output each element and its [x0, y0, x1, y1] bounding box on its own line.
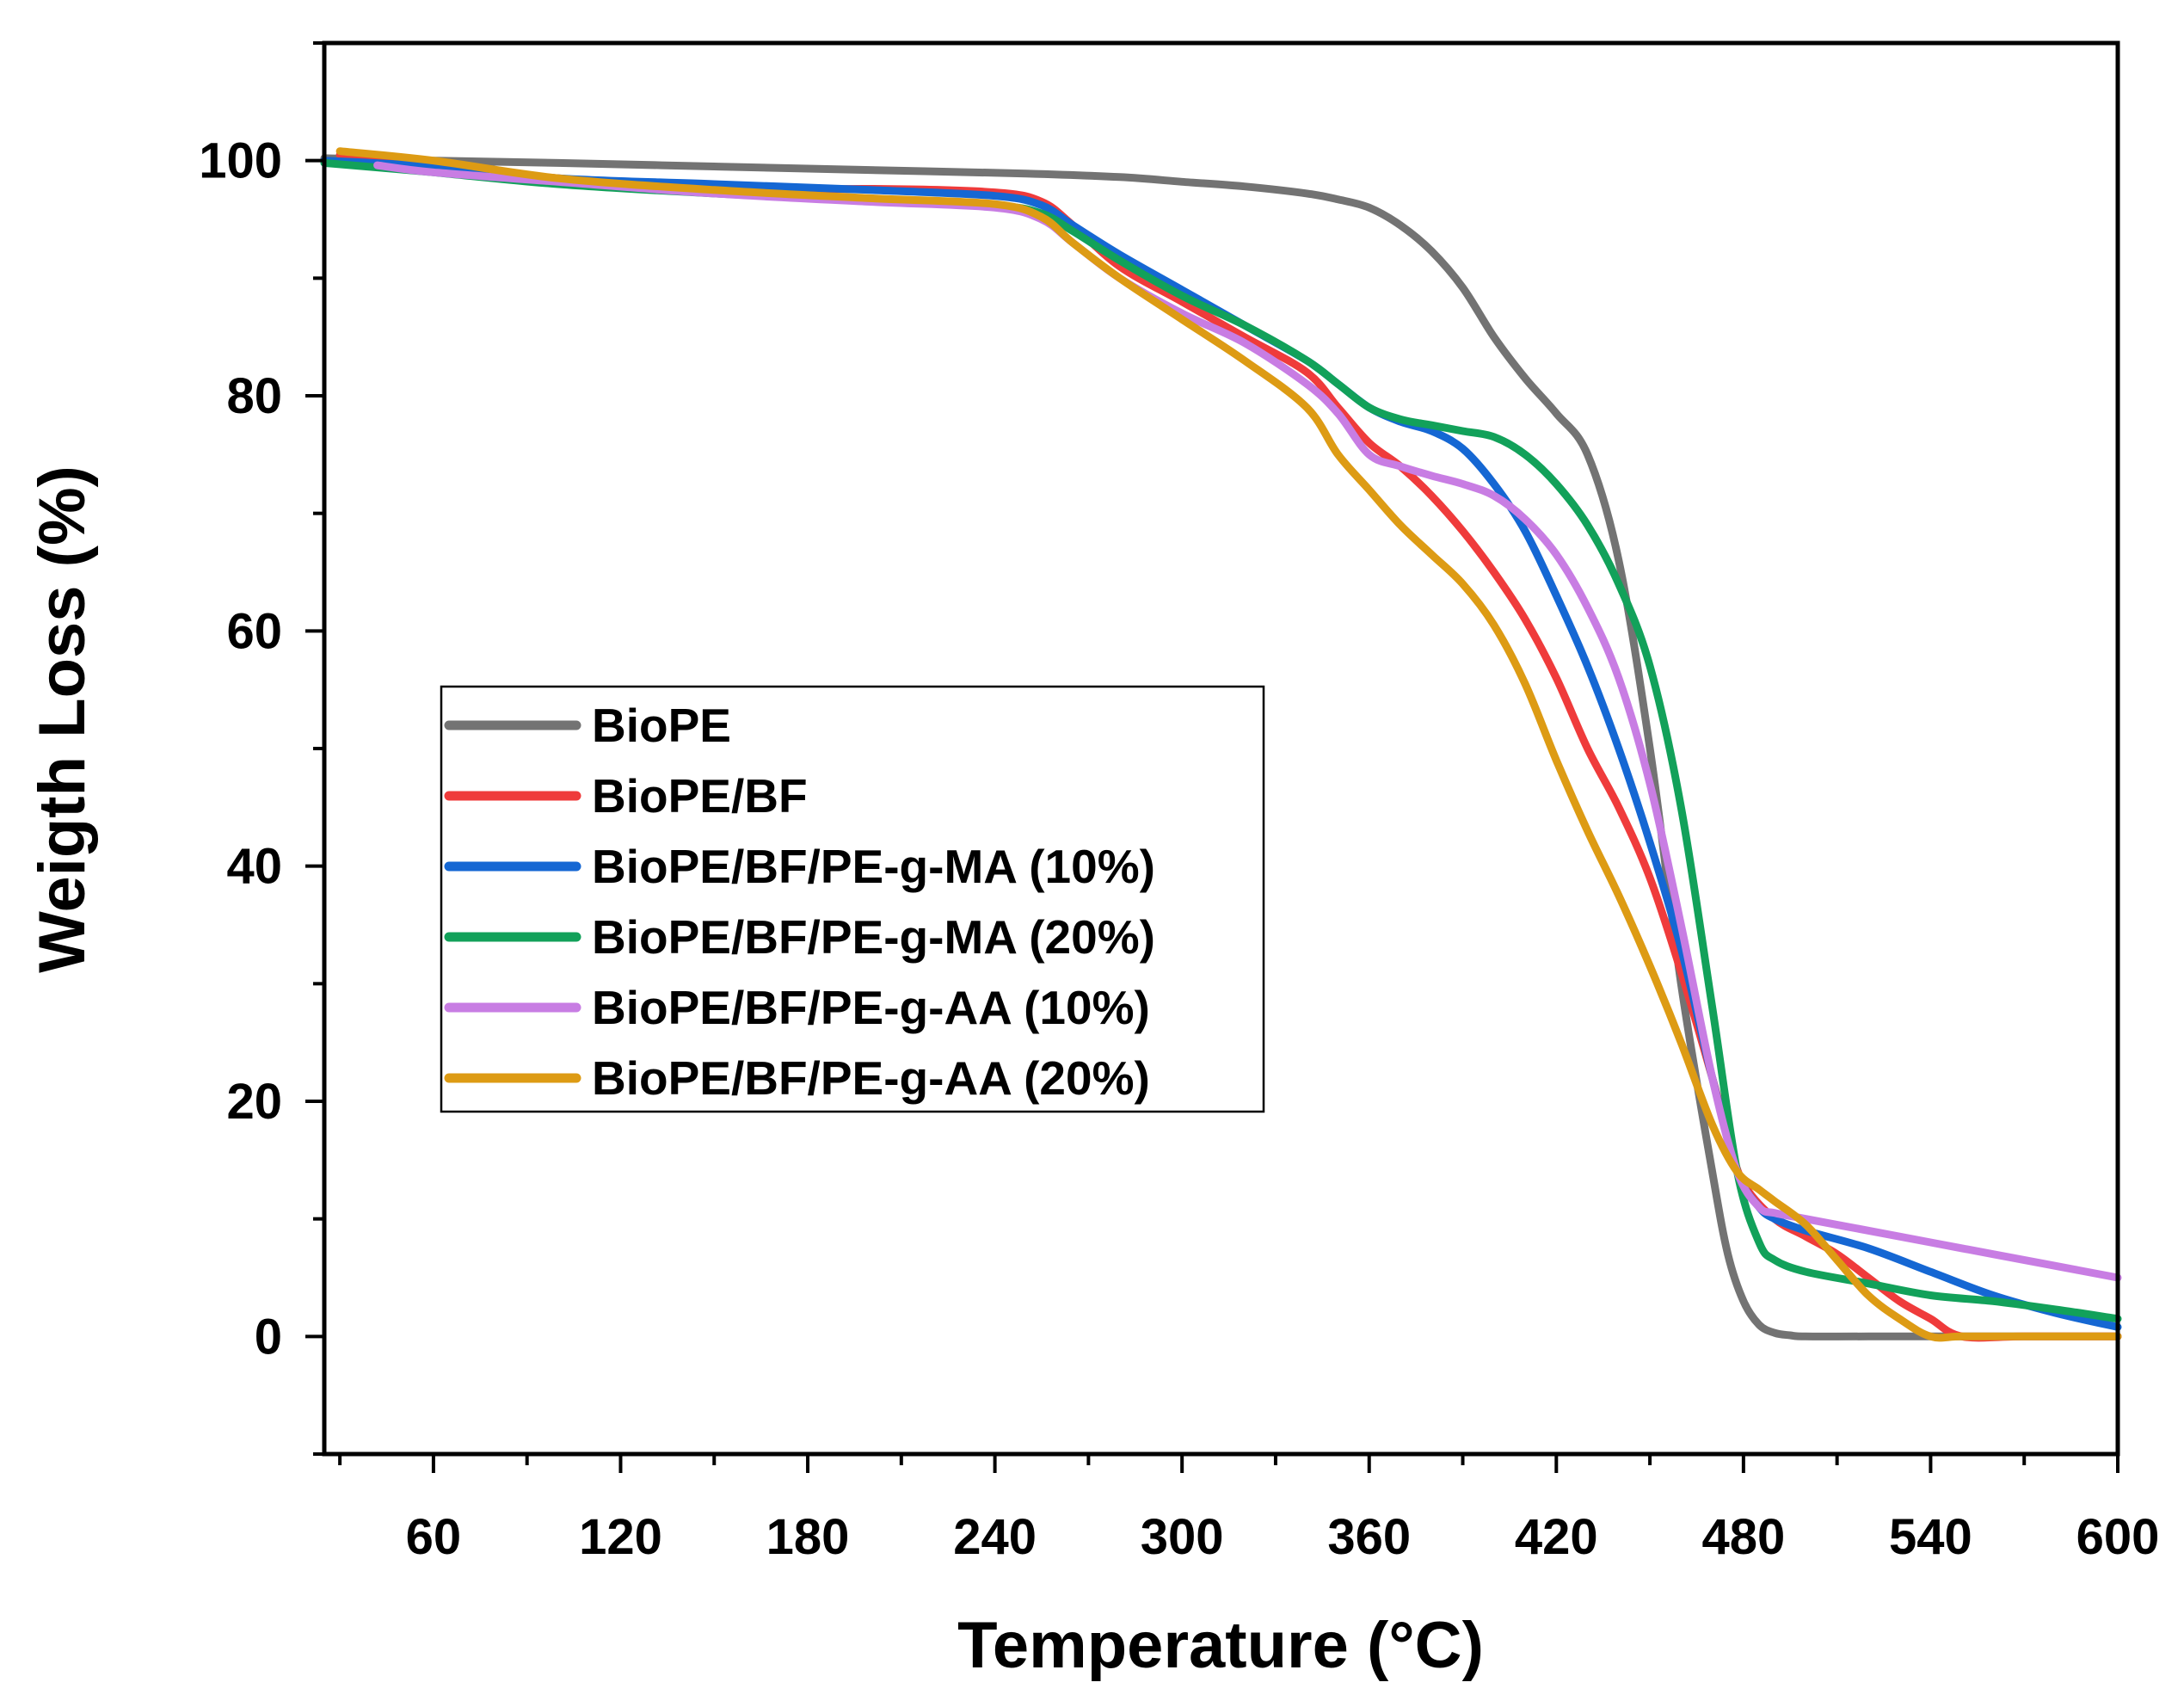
- x-axis-title: Temperature (°C): [957, 1609, 1484, 1682]
- y-tick-label: 0: [255, 1309, 282, 1365]
- legend-label-1: BioPE: [592, 699, 731, 752]
- axis-ticks: [305, 41, 2119, 1473]
- series-line-1: [320, 154, 2122, 1340]
- x-tick-label: 600: [2076, 1509, 2160, 1565]
- legend-box: [440, 685, 1265, 1113]
- y-tick-label: 40: [226, 839, 282, 895]
- legend-label-2: BioPE/BF: [592, 769, 808, 823]
- tick-labels: 60 120 180 240 300 360 420 480 540 600 0 20 40 60 80 10…: [199, 133, 2159, 1565]
- x-tick-label: 480: [1701, 1509, 1785, 1565]
- x-tick-label: 180: [766, 1509, 850, 1565]
- x-tick-label: 240: [953, 1509, 1037, 1565]
- y-axis-title: Weigth Loss (%): [26, 465, 99, 973]
- x-tick-label: 540: [1889, 1509, 1972, 1565]
- y-tick-label: 60: [226, 603, 282, 659]
- series-line-3: [320, 157, 2122, 1331]
- legend-entries: BioPE BioPE/BF BioPE/BF/PE-g-MA (10%) BioPE…: [444, 699, 1155, 1105]
- series-curves: [320, 147, 2122, 1342]
- legend-label-3: BioPE/BF/PE-g-MA (10%): [592, 840, 1155, 893]
- x-tick-label: 60: [406, 1509, 462, 1565]
- x-tick-label: 420: [1515, 1509, 1598, 1565]
- y-tick-label: 20: [226, 1074, 282, 1130]
- legend-label-5: BioPE/BF/PE-g-AA (10%): [592, 981, 1150, 1034]
- y-tick-label: 80: [226, 368, 282, 424]
- legend-label-6: BioPE/BF/PE-g-AA (20%): [592, 1051, 1150, 1105]
- x-tick-label: 300: [1141, 1509, 1224, 1565]
- series-line-6: [335, 147, 2122, 1342]
- legend: BioPE BioPE/BF BioPE/BF/PE-g-MA (10%) BioPE…: [440, 685, 1265, 1113]
- x-tick-label: 120: [579, 1509, 662, 1565]
- x-tick-label: 360: [1327, 1509, 1411, 1565]
- legend-label-4: BioPE/BF/PE-g-MA (20%): [592, 910, 1155, 964]
- y-tick-label: 100: [199, 133, 282, 189]
